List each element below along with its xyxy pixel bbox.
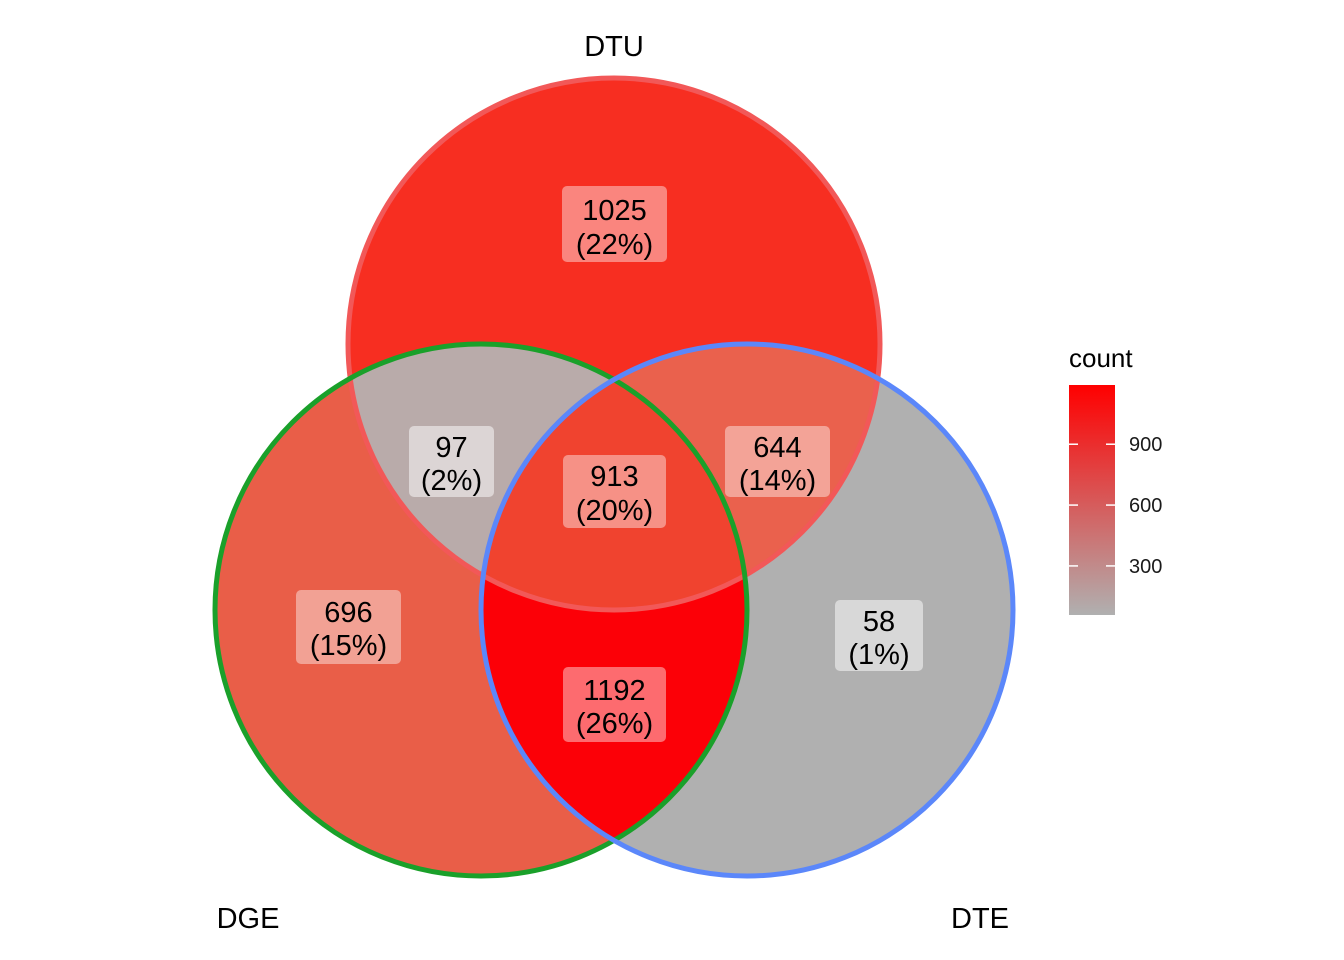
venn-outlines xyxy=(212,75,1016,879)
count-dtu-dte: 644 xyxy=(753,432,801,464)
legend-tick-label: 900 xyxy=(1129,434,1162,456)
legend-colorbar xyxy=(1069,385,1115,615)
percent-dtu-dte: (14%) xyxy=(739,465,816,497)
set-label-dge: DGE xyxy=(217,903,280,935)
count-dte-only: 58 xyxy=(863,606,895,638)
legend-ticks: 300 600 900 xyxy=(1069,434,1162,578)
percent-dte-only: (1%) xyxy=(848,639,909,671)
percent-dtu-only: (22%) xyxy=(576,229,653,261)
label-dtu-dge: 97 (2%) xyxy=(409,426,494,497)
dte-circle-outline xyxy=(478,341,1016,879)
legend-title: count xyxy=(1069,343,1133,373)
region-all xyxy=(481,344,747,610)
count-dtu-only: 1025 xyxy=(582,195,647,227)
count-dge-dte: 1192 xyxy=(583,675,645,707)
label-dge-dte: 1192 (26%) xyxy=(563,667,666,742)
label-all: 913 (20%) xyxy=(563,455,666,528)
set-label-dte: DTE xyxy=(951,903,1009,935)
count-dtu-dge: 97 xyxy=(435,432,467,464)
percent-dge-only: (15%) xyxy=(310,630,387,662)
region-labels: 1025 (22%) 97 (2%) 913 (20%) 644 (14%) 6… xyxy=(296,186,923,742)
percent-dtu-dge: (2%) xyxy=(421,465,482,497)
count-legend: count 300 600 900 xyxy=(1069,343,1162,615)
count-dge-only: 696 xyxy=(324,597,372,629)
legend-tick-label: 600 xyxy=(1129,495,1162,517)
dtu-circle-outline xyxy=(345,75,883,613)
percent-dge-dte: (26%) xyxy=(576,708,653,740)
label-dte-only: 58 (1%) xyxy=(835,600,923,671)
percent-all: (20%) xyxy=(576,495,653,527)
label-dge-only: 696 (15%) xyxy=(296,590,401,664)
count-all: 913 xyxy=(590,461,638,493)
label-dtu-only: 1025 (22%) xyxy=(562,186,667,262)
label-dtu-dte: 644 (14%) xyxy=(725,426,830,497)
legend-tick-label: 300 xyxy=(1129,556,1162,578)
dge-circle-outline xyxy=(212,341,750,879)
set-label-dtu: DTU xyxy=(584,31,644,63)
